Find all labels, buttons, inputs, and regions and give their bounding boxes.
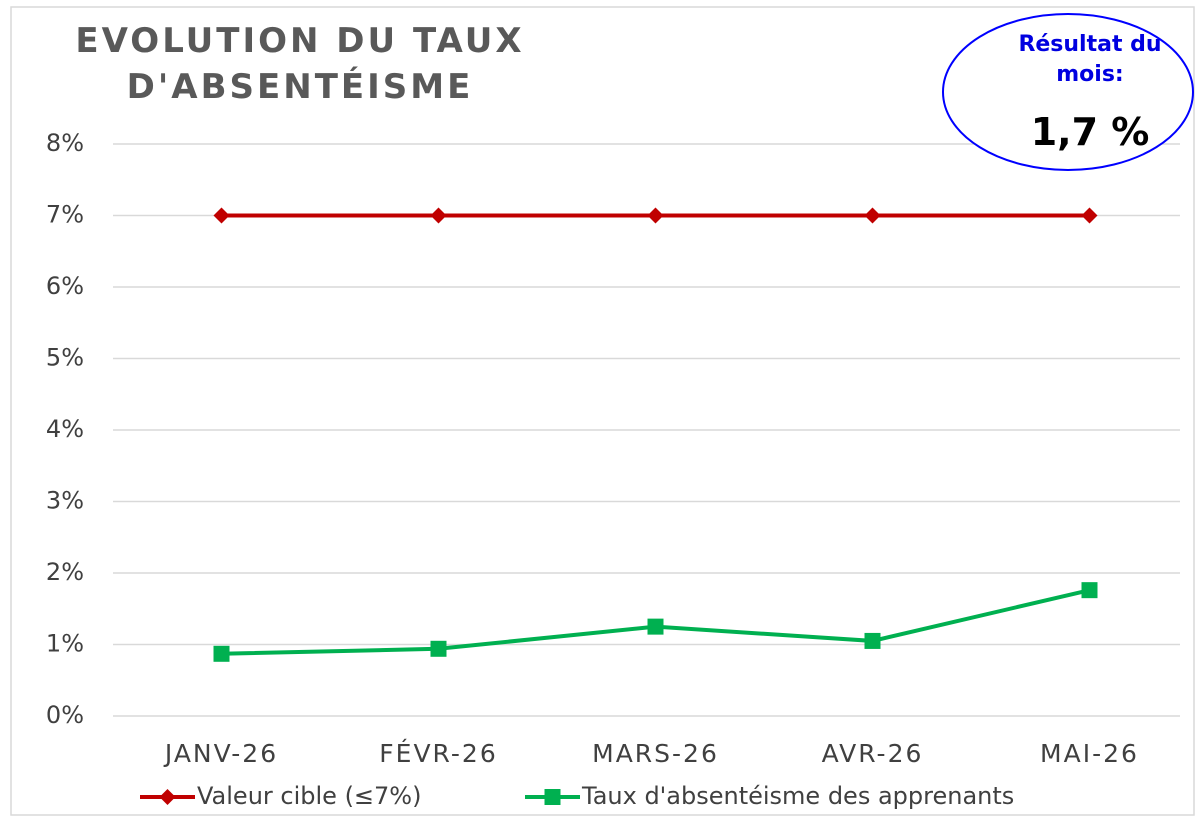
- x-tick-label: MAI-26: [1040, 739, 1139, 768]
- data-point: [1081, 582, 1098, 599]
- data-point: [864, 207, 881, 224]
- x-tick-label: FÉVR-26: [379, 739, 497, 768]
- y-tick-label: 1%: [46, 630, 84, 658]
- x-tick-label: AVR-26: [822, 739, 924, 768]
- chart-title: EVOLUTION DU TAUX D'ABSENTÉISME: [75, 21, 525, 107]
- annotation-ellipse: [942, 13, 1194, 171]
- data-point: [213, 645, 230, 662]
- data-point: [647, 207, 664, 224]
- legend-label: Taux d'absentéisme des apprenants: [581, 782, 1014, 810]
- data-point: [430, 640, 447, 657]
- data-point: [213, 207, 230, 224]
- y-tick-label: 3%: [46, 487, 84, 515]
- x-tick-label: MARS-26: [592, 739, 719, 768]
- legend-label: Valeur cible (≤7%): [197, 782, 421, 810]
- annotation-value: 1,7 %: [1030, 110, 1150, 154]
- y-tick-label: 6%: [46, 272, 84, 300]
- legend-marker: [544, 789, 561, 805]
- legend-marker: [159, 789, 176, 805]
- y-tick-label: 7%: [46, 201, 84, 229]
- data-point: [647, 618, 664, 635]
- data-point: [1081, 207, 1098, 224]
- data-point: [430, 207, 447, 224]
- y-tick-label: 8%: [46, 129, 84, 157]
- y-tick-label: 5%: [46, 344, 84, 372]
- annotation-title: Résultat du mois:: [1018, 32, 1162, 87]
- y-tick-label: 2%: [46, 558, 84, 586]
- x-tick-label: JANV-26: [163, 739, 278, 768]
- chart-border: [10, 6, 1195, 816]
- y-tick-label: 4%: [46, 415, 84, 443]
- y-tick-label: 0%: [46, 701, 84, 729]
- data-point: [864, 632, 881, 649]
